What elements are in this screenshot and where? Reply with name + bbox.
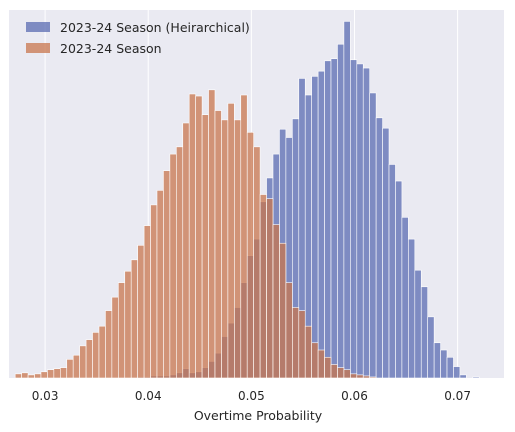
bar-series-0-bin-62	[414, 269, 422, 379]
bar-series-1-bin-28	[195, 95, 203, 379]
bar-series-0-bin-57	[382, 127, 390, 379]
bar-series-1-bin-10	[79, 345, 87, 379]
bar-series-0-bin-50	[337, 43, 345, 379]
bar-series-1-bin-55	[369, 376, 377, 379]
bar-series-1-bin-42	[285, 282, 293, 379]
bar-series-1-bin-15	[111, 296, 119, 379]
bar-series-1-bin-19	[137, 245, 145, 379]
bar-series-1-bin-47	[317, 349, 325, 379]
bar-series-1-bin-17	[124, 270, 132, 379]
bar-series-1-bin-26	[182, 122, 190, 379]
bar-series-1-bin-37	[253, 146, 261, 379]
bar-series-1-bin-25	[176, 146, 184, 379]
bar-series-1-bin-4	[40, 371, 48, 379]
bar-series-0-bin-67	[446, 356, 454, 379]
bar-series-1-bin-16	[118, 282, 126, 379]
x-tick-label-3: 0.06	[341, 389, 368, 403]
bar-series-0-bin-66	[440, 349, 448, 379]
bar-series-1-bin-29	[201, 114, 209, 379]
bar-series-1-bin-34	[234, 119, 242, 379]
bar-series-1-bin-7	[60, 367, 68, 379]
series-1-bars	[14, 89, 377, 379]
bar-series-1-bin-53	[356, 374, 364, 379]
bar-series-0-bin-51	[343, 21, 351, 379]
bar-series-1-bin-45	[304, 325, 312, 379]
bar-series-1-bin-0	[14, 373, 22, 379]
legend: 2023-24 Season (Heirarchical) 2023-24 Se…	[26, 20, 250, 56]
histogram-bars	[14, 21, 480, 379]
bar-series-0-bin-53	[356, 63, 364, 379]
bar-series-1-bin-41	[279, 242, 287, 379]
bar-series-1-bin-30	[208, 89, 216, 379]
bar-series-1-bin-14	[105, 310, 113, 379]
bar-series-1-bin-12	[92, 332, 100, 379]
bar-series-1-bin-36	[246, 132, 254, 379]
bar-series-0-bin-69	[459, 374, 467, 379]
bar-series-1-bin-13	[98, 325, 106, 379]
bar-series-0-bin-55	[369, 92, 377, 379]
bar-series-0-bin-60	[401, 217, 409, 379]
legend-label-hierarchical: 2023-24 Season (Heirarchical)	[60, 20, 250, 35]
bar-series-1-bin-2	[27, 374, 35, 379]
bar-series-1-bin-1	[21, 372, 29, 379]
bar-series-1-bin-27	[188, 93, 196, 379]
bar-series-0-bin-58	[388, 164, 396, 379]
bar-series-0-bin-46	[311, 76, 319, 379]
bar-series-1-bin-52	[350, 373, 358, 379]
legend-label-season: 2023-24 Season	[60, 41, 162, 56]
x-axis-label: Overtime Probability	[194, 408, 323, 423]
bar-series-0-bin-61	[408, 238, 416, 379]
bar-series-1-bin-9	[72, 354, 80, 379]
bar-series-0-bin-56	[375, 117, 383, 379]
bar-series-1-bin-46	[311, 342, 319, 379]
bar-series-1-bin-51	[343, 369, 351, 379]
bar-series-1-bin-6	[53, 368, 61, 379]
bar-series-0-bin-68	[453, 366, 461, 379]
bar-series-1-bin-54	[362, 375, 370, 379]
bar-series-0-bin-49	[330, 58, 338, 379]
bar-series-1-bin-24	[169, 153, 177, 379]
bar-series-1-bin-20	[143, 225, 151, 379]
bar-series-1-bin-18	[130, 259, 138, 379]
bar-series-1-bin-31	[214, 110, 222, 379]
bar-series-1-bin-38	[259, 194, 267, 379]
bar-series-1-bin-23	[163, 170, 171, 379]
bar-series-1-bin-3	[34, 373, 42, 379]
bar-series-1-bin-32	[221, 119, 229, 379]
legend-swatch-season	[26, 43, 50, 53]
bar-series-0-bin-47	[317, 70, 325, 379]
bar-series-1-bin-43	[292, 307, 300, 379]
bar-series-0-bin-64	[427, 316, 435, 379]
bar-series-0-bin-65	[433, 342, 441, 379]
bar-series-0-bin-52	[350, 59, 358, 379]
bar-series-1-bin-44	[298, 310, 306, 379]
bar-series-1-bin-21	[150, 204, 158, 379]
x-tick-label-4: 0.07	[444, 389, 471, 403]
bar-series-1-bin-35	[240, 94, 248, 379]
bar-series-1-bin-5	[47, 369, 55, 379]
x-tick-label-0: 0.03	[32, 389, 59, 403]
bar-series-1-bin-8	[66, 359, 74, 379]
x-tick-label-1: 0.04	[135, 389, 162, 403]
bar-series-1-bin-33	[227, 102, 235, 379]
bar-series-1-bin-11	[85, 339, 93, 379]
bar-series-0-bin-71	[472, 376, 480, 379]
x-tick-label-2: 0.05	[238, 389, 265, 403]
bar-series-1-bin-39	[266, 198, 274, 379]
legend-swatch-hierarchical	[26, 22, 50, 32]
bar-series-1-bin-22	[156, 190, 164, 379]
bar-series-0-bin-63	[420, 286, 428, 379]
bar-series-1-bin-40	[272, 224, 280, 379]
x-axis-tick-labels: 0.03 0.04 0.05 0.06 0.07	[32, 389, 471, 403]
bar-series-0-bin-48	[324, 60, 332, 379]
bar-series-1-bin-48	[324, 356, 332, 379]
bar-series-0-bin-59	[395, 180, 403, 379]
bar-series-0-bin-54	[362, 67, 370, 379]
bar-series-1-bin-50	[337, 367, 345, 379]
bar-series-1-bin-49	[330, 364, 338, 379]
